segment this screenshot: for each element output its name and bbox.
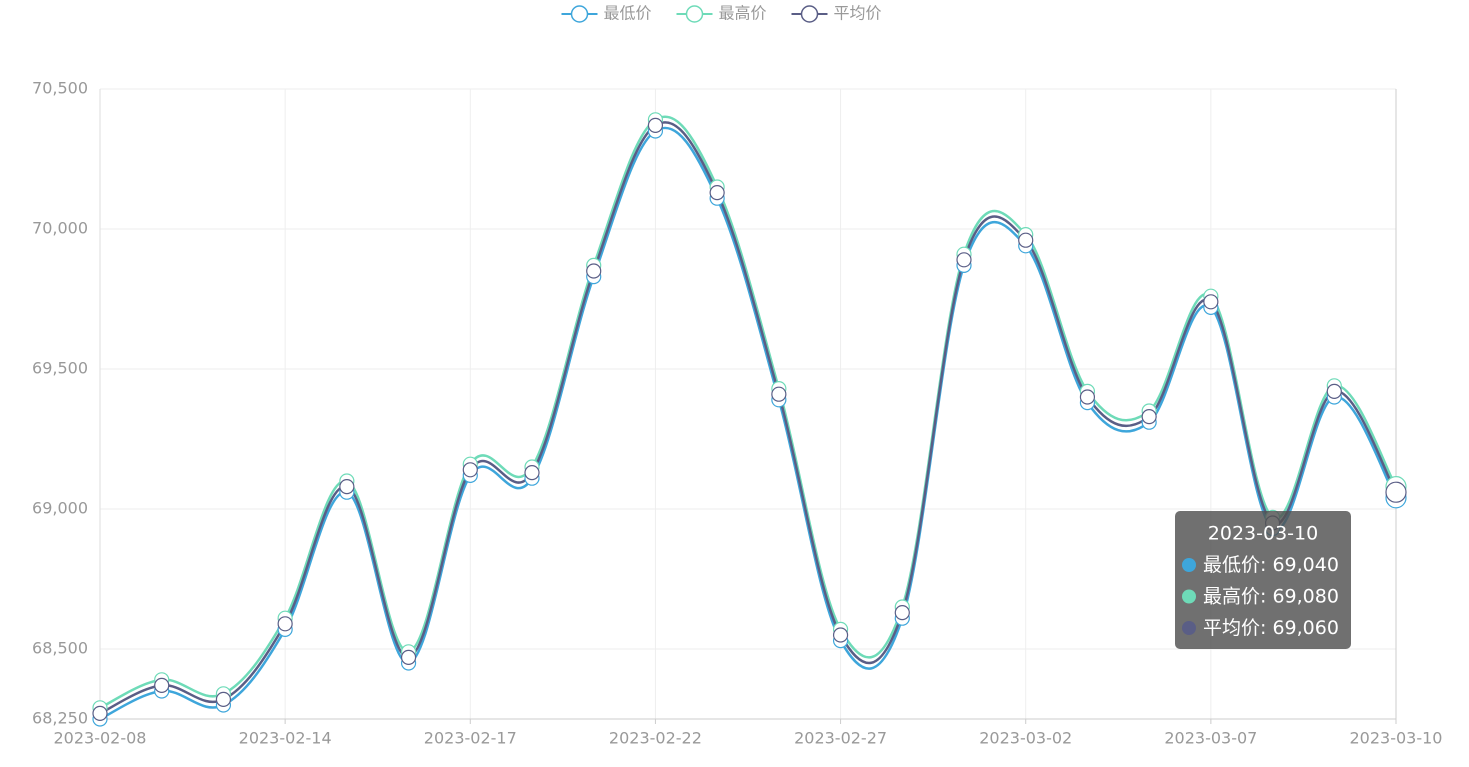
y-tick-label: 70,500 bbox=[32, 79, 88, 98]
point bbox=[154, 677, 170, 694]
x-tick-label: 2023-02-27 bbox=[794, 729, 887, 748]
point bbox=[1141, 409, 1157, 425]
legend-item[interactable]: 平均价 bbox=[791, 4, 882, 23]
legend-item[interactable]: 最低价 bbox=[561, 4, 652, 23]
point bbox=[277, 616, 293, 632]
tooltip-box bbox=[1175, 511, 1351, 649]
tooltip-value: 69,040 bbox=[1272, 554, 1338, 576]
point bbox=[92, 705, 108, 722]
legend-label: 平均价 bbox=[834, 4, 882, 23]
point bbox=[215, 691, 232, 708]
point bbox=[956, 252, 972, 268]
y-tick-label: 69,500 bbox=[32, 359, 88, 378]
point bbox=[400, 649, 417, 666]
tooltip-row: 最低价: 69,040 bbox=[1203, 554, 1339, 576]
separator: : bbox=[1260, 585, 1272, 607]
x-tick-label: 2023-03-10 bbox=[1350, 729, 1443, 748]
x-tick-label: 2023-02-22 bbox=[609, 729, 702, 748]
tooltip-dot bbox=[1182, 589, 1196, 604]
x-tick-label: 2023-03-02 bbox=[979, 729, 1072, 748]
tooltip-dot bbox=[1182, 621, 1196, 635]
tooltip-row: 最高价: 69,080 bbox=[1203, 585, 1339, 607]
legend-label: 最高价 bbox=[719, 4, 767, 23]
y-tick-label: 69,000 bbox=[32, 499, 88, 518]
point bbox=[832, 627, 849, 643]
tooltip-name: 最低价 bbox=[1203, 554, 1260, 576]
tooltip-value: 69,080 bbox=[1272, 585, 1338, 607]
x-tick-label: 2023-03-07 bbox=[1164, 729, 1257, 748]
point bbox=[586, 263, 602, 279]
y-tick-label: 70,000 bbox=[32, 219, 88, 238]
legend-label: 最低价 bbox=[604, 4, 652, 23]
tooltip-row: 平均价: 69,060 bbox=[1203, 617, 1339, 639]
x-tick-label: 2023-02-08 bbox=[54, 729, 147, 748]
legend-icon bbox=[570, 5, 589, 23]
y-tick-label: 68,500 bbox=[32, 639, 88, 658]
point bbox=[462, 462, 478, 478]
separator: : bbox=[1260, 554, 1272, 576]
separator: : bbox=[1260, 617, 1272, 639]
legend-icon bbox=[685, 5, 704, 23]
tooltip: 2023-03-10 最低价: 69,040 最高价: 69,080 平均价: 69,… bbox=[1175, 511, 1351, 649]
point bbox=[339, 479, 355, 495]
point bbox=[1079, 389, 1096, 405]
point bbox=[771, 386, 787, 402]
point bbox=[1326, 383, 1342, 399]
point bbox=[1018, 232, 1034, 248]
point bbox=[524, 465, 540, 481]
y-tick-label: 68,250 bbox=[32, 709, 88, 728]
tooltip-name: 最高价 bbox=[1203, 585, 1260, 607]
legend-icon bbox=[800, 5, 819, 23]
tooltip-value: 69,060 bbox=[1272, 617, 1338, 639]
point bbox=[894, 604, 910, 621]
tooltip-name: 平均价 bbox=[1203, 617, 1260, 639]
point bbox=[1203, 294, 1219, 310]
x-tick-label: 2023-02-17 bbox=[424, 729, 517, 748]
point bbox=[647, 117, 664, 134]
tooltip-title: 2023-03-10 bbox=[1208, 523, 1318, 545]
point bbox=[1385, 481, 1407, 503]
tooltip-dot bbox=[1182, 558, 1196, 572]
point bbox=[709, 185, 725, 201]
x-tick-label: 2023-02-14 bbox=[239, 729, 332, 748]
legend-item[interactable]: 最高价 bbox=[676, 4, 767, 23]
